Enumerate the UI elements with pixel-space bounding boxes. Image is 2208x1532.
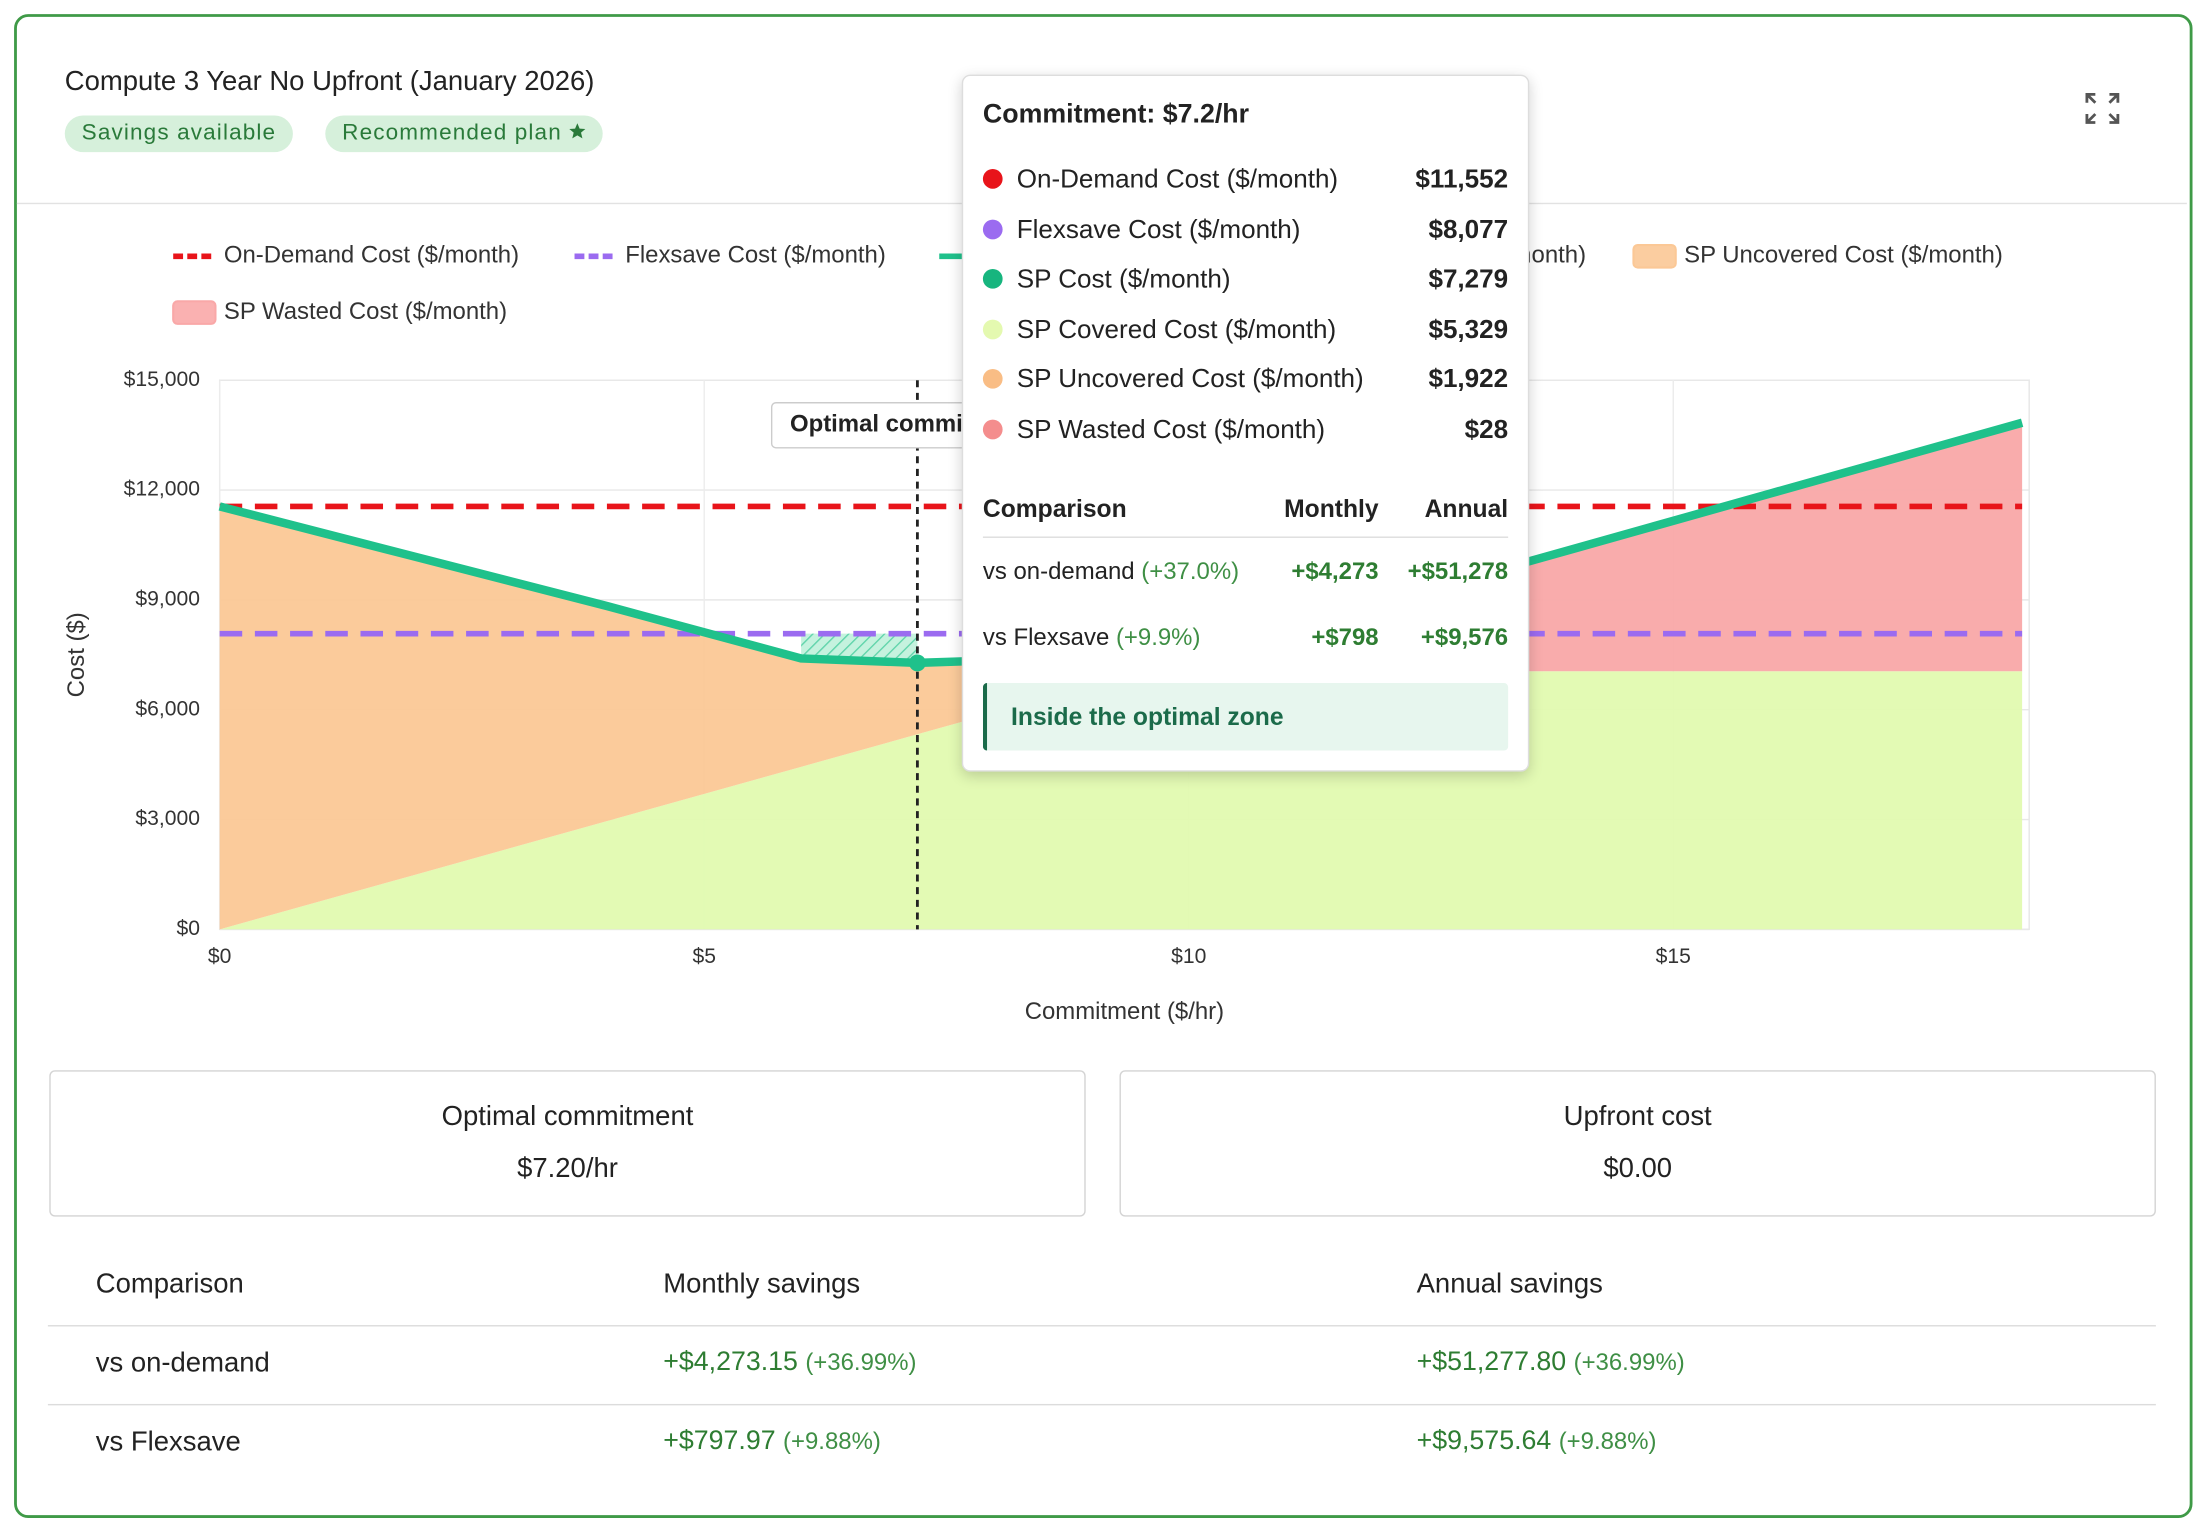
table-header: Comparison bbox=[95, 1268, 244, 1300]
tooltip-value: $5,329 bbox=[1428, 313, 1509, 343]
tooltip-label: SP Uncovered Cost ($/month) bbox=[1016, 363, 1364, 393]
tooltip-row-label: vs on-demand (+37.0%) bbox=[983, 555, 1239, 589]
y-tick-label: $6,000 bbox=[135, 697, 200, 720]
legend-label: Flexsave Cost ($/month) bbox=[625, 242, 886, 269]
tooltip-monthly: +$798 bbox=[1311, 623, 1379, 651]
tooltip-label: SP Wasted Cost ($/month) bbox=[1016, 413, 1326, 443]
area bbox=[219, 506, 2023, 930]
x-tick-label: $15 bbox=[1656, 945, 1691, 968]
x-tick-label: $5 bbox=[692, 945, 715, 968]
savings-pct: (+36.99%) bbox=[805, 1349, 917, 1376]
y-axis-label: Cost ($) bbox=[63, 612, 90, 697]
y-tick-label: $9,000 bbox=[135, 587, 200, 610]
x-tick-label: $0 bbox=[208, 945, 231, 968]
summary-card: Upfront cost $0.00 bbox=[1119, 1070, 2156, 1217]
table-header: Monthly savings bbox=[663, 1268, 861, 1300]
y-tick-label: $3,000 bbox=[135, 807, 200, 830]
summary-card: Optimal commitment $7.20/hr bbox=[49, 1070, 1086, 1217]
tooltip-label: SP Covered Cost ($/month) bbox=[1016, 313, 1337, 343]
tooltip-monthly: +$4,273 bbox=[1291, 557, 1379, 585]
tooltip-annual: +$51,278 bbox=[1407, 557, 1509, 585]
tooltip-annual: +$9,576 bbox=[1420, 623, 1509, 651]
table-cell: +$51,277.80 (+36.99%) bbox=[1417, 1348, 1685, 1379]
tooltip-value: $8,077 bbox=[1428, 213, 1509, 243]
tooltip-header: Annual bbox=[1424, 494, 1509, 523]
legend-dot bbox=[982, 168, 1003, 189]
expand-icon[interactable] bbox=[2081, 89, 2123, 128]
summary-value: $7.20/hr bbox=[517, 1153, 618, 1185]
table-divider bbox=[47, 1325, 2156, 1327]
comparison-label: vs on-demand bbox=[982, 557, 1135, 585]
legend-swatch bbox=[172, 300, 217, 325]
savings-value: +$51,277.80 bbox=[1416, 1347, 1567, 1378]
comparison-label: vs Flexsave bbox=[982, 623, 1110, 651]
badge: Savings available bbox=[64, 115, 294, 153]
badge-text: Recommended plan bbox=[342, 121, 562, 146]
comparison-pct: (+9.9%) bbox=[1115, 623, 1201, 651]
y-tick-label: $15,000 bbox=[124, 368, 200, 391]
comparison-pct: (+37.0%) bbox=[1141, 557, 1240, 585]
tooltip-divider bbox=[982, 536, 1509, 538]
legend-dot bbox=[982, 318, 1003, 339]
legend-label: On-Demand Cost ($/month) bbox=[224, 242, 519, 269]
point bbox=[908, 654, 926, 672]
tooltip-label: Flexsave Cost ($/month) bbox=[1016, 213, 1301, 243]
legend-dot bbox=[982, 368, 1003, 389]
tooltip-title: Commitment: $7.2/hr bbox=[982, 99, 1250, 130]
area bbox=[219, 671, 2023, 930]
tooltip-row-label: vs Flexsave (+9.9%) bbox=[983, 621, 1201, 655]
legend-dot bbox=[982, 418, 1003, 439]
tooltip-header: Comparison bbox=[982, 494, 1127, 523]
table-cell: +$9,575.64 (+9.88%) bbox=[1417, 1426, 1657, 1457]
table-cell: +$797.97 (+9.88%) bbox=[663, 1426, 881, 1457]
savings-pct: (+36.99%) bbox=[1573, 1349, 1685, 1376]
table-header: Annual savings bbox=[1416, 1268, 1603, 1300]
tooltip: Commitment: $7.2/hr On-Demand Cost ($/mon… bbox=[961, 74, 1530, 772]
tooltip-label: On-Demand Cost ($/month) bbox=[1016, 163, 1339, 193]
summary-value: $0.00 bbox=[1603, 1153, 1673, 1185]
legend-swatch bbox=[1632, 243, 1677, 269]
table-divider bbox=[47, 1403, 2156, 1406]
summary-label: Upfront cost bbox=[1563, 1101, 1712, 1133]
tooltip-header: Monthly bbox=[1284, 494, 1379, 523]
tooltip-value: $28 bbox=[1464, 413, 1509, 443]
tooltip-value: $7,279 bbox=[1428, 263, 1509, 293]
badge: Recommended plan bbox=[325, 115, 604, 153]
tooltip-value: $1,922 bbox=[1428, 363, 1509, 393]
legend-dot bbox=[982, 268, 1003, 289]
x-axis-label: Commitment ($/hr) bbox=[1025, 998, 1224, 1025]
savings-value: +$797.97 bbox=[663, 1426, 776, 1457]
tooltip-note: Inside the optimal zone bbox=[982, 682, 1509, 751]
header-title: Compute 3 Year No Upfront (January 2026) bbox=[64, 66, 595, 98]
legend-label: SP Wasted Cost ($/month) bbox=[224, 298, 507, 325]
y-tick-label: $12,000 bbox=[124, 478, 200, 501]
legend-dot bbox=[982, 218, 1003, 239]
savings-value: +$9,575.64 bbox=[1416, 1426, 1552, 1457]
tooltip-value: $11,552 bbox=[1415, 163, 1509, 193]
table-label: vs on-demand bbox=[95, 1347, 270, 1379]
area bbox=[219, 422, 2023, 672]
card-frame bbox=[14, 14, 2193, 1518]
table-cell: +$4,273.15 (+36.99%) bbox=[663, 1348, 916, 1379]
y-tick-label: $0 bbox=[176, 917, 199, 940]
legend-label: SP Uncovered Cost ($/month) bbox=[1684, 242, 2003, 269]
tooltip-label: SP Cost ($/month) bbox=[1016, 263, 1231, 293]
savings-value: +$4,273.15 bbox=[663, 1347, 798, 1378]
savings-pct: (+9.88%) bbox=[1558, 1427, 1657, 1455]
summary-label: Optimal commitment bbox=[441, 1101, 694, 1133]
star-icon bbox=[569, 123, 586, 139]
x-tick-label: $10 bbox=[1171, 945, 1206, 968]
savings-pct: (+9.88%) bbox=[783, 1427, 881, 1455]
table-label: vs Flexsave bbox=[95, 1426, 241, 1458]
